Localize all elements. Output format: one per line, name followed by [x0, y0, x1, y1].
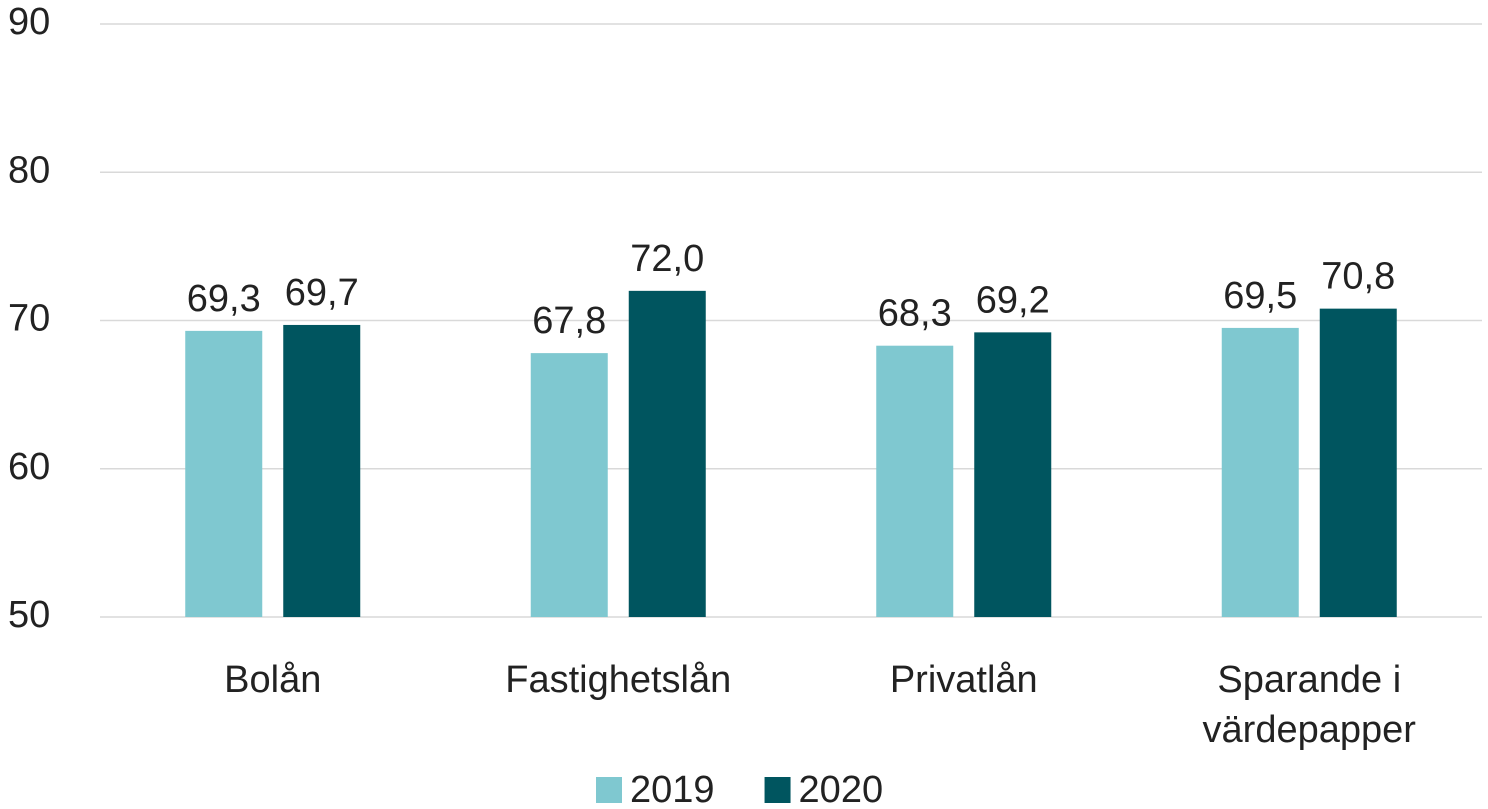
data-label: 69,2 — [976, 279, 1050, 321]
y-tick-label: 50 — [8, 594, 50, 636]
legend-label: 2020 — [799, 769, 884, 809]
bar — [974, 332, 1052, 617]
y-tick-label: 60 — [8, 446, 50, 488]
bar — [1319, 308, 1397, 617]
legend-swatch — [764, 777, 791, 803]
y-tick-label: 90 — [8, 1, 50, 43]
legend-label: 2019 — [630, 769, 715, 809]
x-tick-label: Privatlån — [889, 659, 1038, 701]
legend-swatch — [596, 777, 622, 803]
data-label: 68,3 — [878, 293, 952, 335]
y-tick-label: 70 — [8, 298, 50, 340]
bar — [530, 353, 608, 617]
x-tick-label: Fastighetslån — [505, 659, 732, 701]
y-tick-label: 80 — [8, 149, 50, 191]
data-label: 69,7 — [285, 272, 359, 314]
x-tick-label: Sparande i värdepapper — [1202, 659, 1416, 751]
data-label: 67,8 — [532, 300, 606, 342]
data-label: 69,3 — [187, 278, 261, 320]
bar — [876, 345, 954, 617]
data-label: 72,0 — [630, 238, 704, 280]
bar — [283, 324, 361, 617]
bar — [628, 290, 706, 617]
bar — [1221, 327, 1299, 617]
bar — [185, 330, 263, 617]
data-label: 70,8 — [1321, 256, 1395, 298]
x-tick-label: Bolån — [224, 659, 322, 701]
data-label: 69,5 — [1223, 275, 1297, 317]
